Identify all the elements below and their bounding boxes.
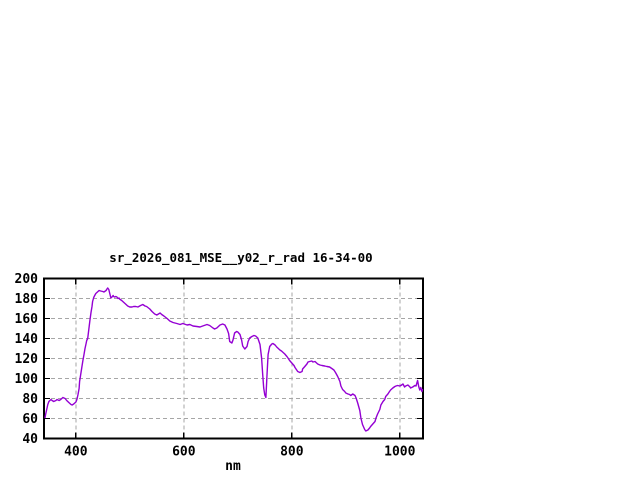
y-tick-label: 200 bbox=[15, 272, 39, 287]
x-tick-label: 400 bbox=[64, 445, 88, 460]
y-tick-label: 160 bbox=[15, 312, 39, 327]
y-tick-label: 100 bbox=[15, 372, 39, 387]
data-curve bbox=[44, 287, 424, 432]
chart-title: sr_2026_081_MSE__y02_r_rad 16-34-00 bbox=[109, 250, 372, 266]
plot-border bbox=[43, 277, 424, 440]
tick-labels: 40 60 80 100 120 140 160 180 200 400 600 800 1000 bbox=[15, 272, 416, 460]
x-axis-label: nm bbox=[225, 459, 241, 474]
y-tick-label: 40 bbox=[22, 432, 38, 447]
y-tick-label: 60 bbox=[22, 412, 38, 427]
x-tick-label: 800 bbox=[280, 445, 304, 460]
axis-ticks bbox=[44, 277, 423, 440]
y-tick-label: 80 bbox=[22, 392, 38, 407]
y-tick-label: 180 bbox=[15, 292, 39, 307]
grid-lines bbox=[44, 278, 423, 439]
y-tick-label: 140 bbox=[15, 332, 39, 347]
x-tick-label: 600 bbox=[172, 445, 196, 460]
x-tick-label: 1000 bbox=[384, 445, 415, 460]
y-tick-label: 120 bbox=[15, 352, 39, 367]
